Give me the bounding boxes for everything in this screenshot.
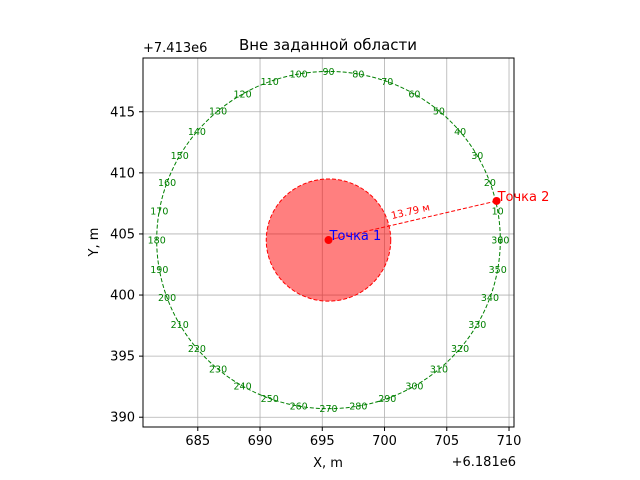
azimuth-label: 70 xyxy=(381,77,393,88)
x-axis-label: X, m xyxy=(313,456,343,471)
y-tick-label: 410 xyxy=(110,166,135,181)
y-tick-label: 415 xyxy=(110,105,135,120)
azimuth-label: 360 xyxy=(491,236,509,247)
azimuth-label: 230 xyxy=(209,365,227,376)
azimuth-label: 240 xyxy=(234,382,252,393)
azimuth-label: 280 xyxy=(349,402,367,413)
y-offset-label: +7.413e6 xyxy=(143,41,207,56)
x-tick-label: 695 xyxy=(310,434,335,449)
x-axis-ticks: 685 690 695 700 705 710 xyxy=(185,427,521,449)
azimuth-label: 170 xyxy=(150,206,168,217)
azimuth-label: 320 xyxy=(451,344,469,355)
azimuth-label: 340 xyxy=(481,293,499,304)
y-axis-ticks: 390 395 400 405 410 415 xyxy=(110,105,143,426)
x-offset-label: +6.181e6 xyxy=(452,455,516,470)
x-tick-label: 690 xyxy=(248,434,273,449)
azimuth-label: 190 xyxy=(150,265,168,276)
azimuth-label: 110 xyxy=(261,77,279,88)
point-1-marker xyxy=(324,236,333,245)
azimuth-label: 80 xyxy=(352,70,364,81)
y-tick-label: 395 xyxy=(110,350,135,365)
azimuth-label: 40 xyxy=(454,127,466,138)
azimuth-label: 50 xyxy=(433,106,445,117)
azimuth-label: 30 xyxy=(471,151,483,162)
azimuth-label: 220 xyxy=(188,344,206,355)
azimuth-label: 330 xyxy=(468,320,486,331)
azimuth-label: 20 xyxy=(484,178,496,189)
azimuth-label: 180 xyxy=(148,236,166,247)
axes-frame xyxy=(142,57,515,428)
azimuth-label: 140 xyxy=(188,127,206,138)
azimuth-label: 350 xyxy=(489,265,507,276)
azimuth-label: 60 xyxy=(408,90,420,101)
point-2-label: Точка 2 xyxy=(497,190,550,205)
point-1-label: Точка 1 xyxy=(329,229,382,244)
azimuth-label: 130 xyxy=(209,106,227,117)
azimuth-label: 90 xyxy=(322,67,334,78)
azimuth-label: 200 xyxy=(158,293,176,304)
azimuth-label: 250 xyxy=(261,394,279,405)
y-axis-label: Y, m xyxy=(87,228,102,258)
x-tick-label: 705 xyxy=(434,434,459,449)
x-tick-label: 710 xyxy=(497,434,522,449)
point-2-marker xyxy=(492,196,501,205)
x-tick-label: 685 xyxy=(185,434,210,449)
azimuth-label: 300 xyxy=(405,382,423,393)
azimuth-label: 260 xyxy=(290,402,308,413)
azimuth-label: 160 xyxy=(158,178,176,189)
azimuth-label: 10 xyxy=(492,206,504,217)
azimuth-label: 270 xyxy=(319,404,337,415)
azimuth-label: 120 xyxy=(234,90,252,101)
distance-line xyxy=(328,200,497,241)
azimuth-label: 290 xyxy=(378,394,396,405)
azimuth-label: 0 xyxy=(497,236,503,247)
y-tick-label: 400 xyxy=(110,289,135,304)
azimuth-label: 100 xyxy=(290,70,308,81)
y-tick-label: 405 xyxy=(110,227,135,242)
azimuth-label: 310 xyxy=(430,365,448,376)
azimuth-circle xyxy=(156,70,501,410)
x-tick-label: 700 xyxy=(372,434,397,449)
chart-title: Вне заданной области xyxy=(239,36,417,54)
y-tick-label: 390 xyxy=(110,411,135,426)
azimuth-label: 210 xyxy=(171,320,189,331)
azimuth-label: 150 xyxy=(171,151,189,162)
